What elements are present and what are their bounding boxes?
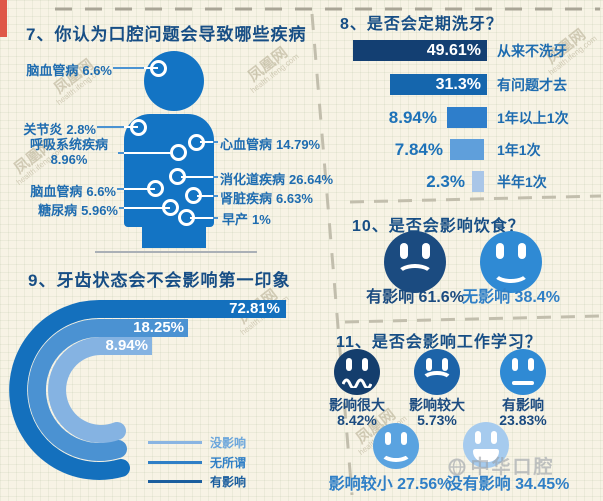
big-impact-face-icon xyxy=(414,349,460,395)
face-mouth-open-laugh xyxy=(473,449,499,462)
impact-label-none: 没有影响 34.45% xyxy=(446,476,570,493)
face-eye xyxy=(528,358,534,371)
brand-logo: 中华口腔 xyxy=(448,452,554,479)
bar-once-a-year xyxy=(450,139,484,160)
impact-label-has: 有影响 23.83% xyxy=(499,397,547,428)
face-eye xyxy=(496,243,504,259)
face-mouth-frown xyxy=(421,371,453,390)
impact-label-very-big: 影响很大 8.42% xyxy=(329,397,385,428)
leader-line xyxy=(97,126,138,128)
arc-value-no-impact: 8.94% xyxy=(105,337,148,354)
disease-label-preterm: 早产 1% xyxy=(222,212,271,227)
face-mouth-flat xyxy=(512,381,534,385)
bar-label-only-when-problem: 有问题才去 xyxy=(497,77,567,93)
small-impact-face-icon xyxy=(373,423,419,469)
marker-ring xyxy=(170,144,187,161)
bar-value-half-year: 2.3% xyxy=(426,172,465,191)
impact-label-eating-no: 无影响 38.4% xyxy=(462,289,560,306)
impact-label-eating-yes: 有影响 61.6% xyxy=(366,289,464,306)
legend-label-has-impact: 有影响 xyxy=(210,475,247,489)
leader-line xyxy=(119,207,170,209)
legend-line-indifferent xyxy=(148,461,202,464)
bar-label-over-a-year: 1年以上1次 xyxy=(497,110,569,126)
arc-value-has-impact: 72.81% xyxy=(229,300,280,317)
face-eye xyxy=(400,243,408,259)
no-impact-face-icon xyxy=(463,422,509,468)
face-mouth-frown xyxy=(396,264,434,286)
leader-line xyxy=(113,67,158,69)
face-eye xyxy=(362,358,368,371)
legend-label-no-impact: 没影响 xyxy=(210,436,247,450)
brand-logo-text: 中华口腔 xyxy=(470,457,555,478)
bar-value-once-a-year: 7.84% xyxy=(394,140,443,159)
section10-title: 10、是否会影响饮食？ xyxy=(352,218,525,235)
face-eye xyxy=(518,243,526,259)
arc-value-indifferent: 18.25% xyxy=(133,319,184,336)
bar-only-when-problem: 31.3% xyxy=(390,74,487,95)
disease-label-diabetes: 糖尿病 5.96% xyxy=(38,203,118,218)
marker-ring xyxy=(162,199,179,216)
has-impact-face-icon xyxy=(500,349,546,395)
sad-face-icon xyxy=(384,231,446,293)
face-mouth-wavy xyxy=(342,378,372,388)
section9-title: 9、牙齿状态会不会影响第一印象 xyxy=(28,271,291,290)
marker-ring xyxy=(147,180,164,197)
bar-label-never: 从来不洗牙 xyxy=(497,43,567,59)
face-eye xyxy=(491,431,497,444)
marker-ring xyxy=(130,119,147,136)
leader-line xyxy=(197,195,218,197)
leader-line xyxy=(118,152,173,154)
leader-line xyxy=(181,176,218,178)
marker-ring xyxy=(169,168,186,185)
red-accent-bar xyxy=(0,0,7,37)
disease-label-cerebrovascular-head: 脑血管病 6.6% xyxy=(26,63,112,78)
face-mouth-smile xyxy=(492,261,530,283)
legend-line-has-impact xyxy=(148,480,202,483)
disease-label-kidney: 肾脏疾病 6.63% xyxy=(220,191,313,206)
disease-label-digestive: 消化道疾病 26.64% xyxy=(220,172,334,187)
human-figure-head xyxy=(144,51,204,111)
face-eye xyxy=(385,432,391,445)
section8-title: 8、是否会定期洗牙？ xyxy=(340,16,503,33)
impact-label-small: 影响较小 27.56% xyxy=(328,476,452,493)
face-eye xyxy=(422,243,430,259)
legend-line-no-impact xyxy=(148,441,202,444)
face-eye xyxy=(512,358,518,371)
leader-line xyxy=(117,188,155,190)
happy-face-icon xyxy=(480,231,542,293)
bar-value-over-a-year: 8.94% xyxy=(388,108,437,127)
disease-label-cerebrovascular: 脑血管病 6.6% xyxy=(30,184,116,199)
face-eye xyxy=(346,358,352,371)
face-mouth-smile xyxy=(380,443,412,462)
marker-ring xyxy=(188,134,205,151)
radial-arc-chart xyxy=(9,299,286,480)
bar-over-a-year xyxy=(447,107,487,128)
bar-half-year xyxy=(472,171,484,192)
disease-label-cardiovascular: 心血管病 14.79% xyxy=(220,137,321,152)
marker-ring xyxy=(178,209,195,226)
section7-title: 7、你认为口腔问题会导致哪些疾病 xyxy=(26,25,307,44)
bar-label-once-a-year: 1年1次 xyxy=(497,142,541,158)
legend-label-indifferent: 无所谓 xyxy=(210,456,247,470)
leader-line xyxy=(190,217,218,219)
leader-line xyxy=(200,141,218,143)
section11-title: 11、是否会影响工作学习？ xyxy=(336,334,542,351)
bar-never: 49.61% xyxy=(353,40,487,61)
impact-label-big: 影响较大 5.73% xyxy=(409,397,465,428)
face-eye xyxy=(475,431,481,444)
human-figure-legs xyxy=(142,227,206,248)
disease-label-arthritis: 关节炎 2.8% xyxy=(23,122,96,137)
very-big-impact-face-icon xyxy=(334,349,380,395)
face-eye xyxy=(401,432,407,445)
face-eye xyxy=(426,358,432,371)
bar-label-half-year: 半年1次 xyxy=(497,174,547,190)
globe-icon xyxy=(448,458,466,476)
marker-ring xyxy=(150,60,167,77)
disease-label-respiratory: 呼吸系统疾病 8.96% xyxy=(29,137,108,167)
face-eye xyxy=(442,358,448,371)
marker-ring xyxy=(185,187,202,204)
